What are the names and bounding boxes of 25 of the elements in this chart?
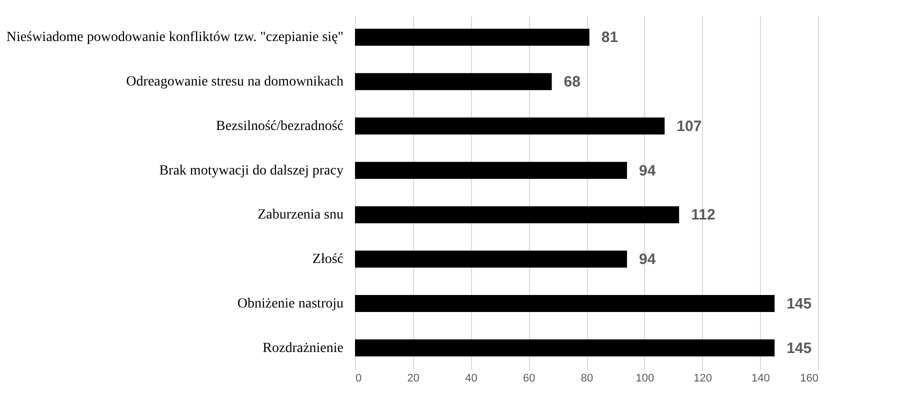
x-tick-label: 0	[356, 372, 362, 384]
data-label: 94	[639, 251, 656, 268]
x-tick-label: 40	[465, 372, 478, 384]
data-label: 145	[786, 340, 812, 357]
y-tick-label: Bezsilność/bezradność	[216, 118, 344, 134]
y-tick-label: Rozdrażnienie	[262, 340, 344, 356]
x-tick-label: 60	[523, 372, 536, 384]
data-label: 107	[676, 118, 702, 135]
y-tick-label: Obniżenie nastroju	[237, 296, 344, 312]
y-tick-label: Zaburzenia snu	[258, 208, 344, 223]
x-tick-label: 140	[751, 372, 770, 384]
x-tick-label: 20	[407, 372, 420, 384]
x-tick-label: 100	[636, 372, 654, 384]
y-tick-label: Odreagowanie stresu na domownikach	[126, 74, 344, 90]
data-label: 145	[786, 295, 812, 312]
y-tick-label: Złość	[312, 252, 344, 268]
x-tick-label: 160	[800, 372, 818, 384]
x-tick-label: 80	[580, 372, 594, 384]
y-tick-label: Nieświadome powodowanie konfliktów tzw. "czepianie się"	[6, 30, 344, 46]
data-label: 112	[691, 206, 716, 224]
y-tick-label: Brak motywacji do dalszej pracy	[159, 163, 344, 178]
data-label: 68	[564, 74, 580, 91]
x-tick-label: 120	[694, 372, 712, 384]
data-label: 94	[639, 162, 656, 180]
data-label: 81	[601, 29, 618, 46]
